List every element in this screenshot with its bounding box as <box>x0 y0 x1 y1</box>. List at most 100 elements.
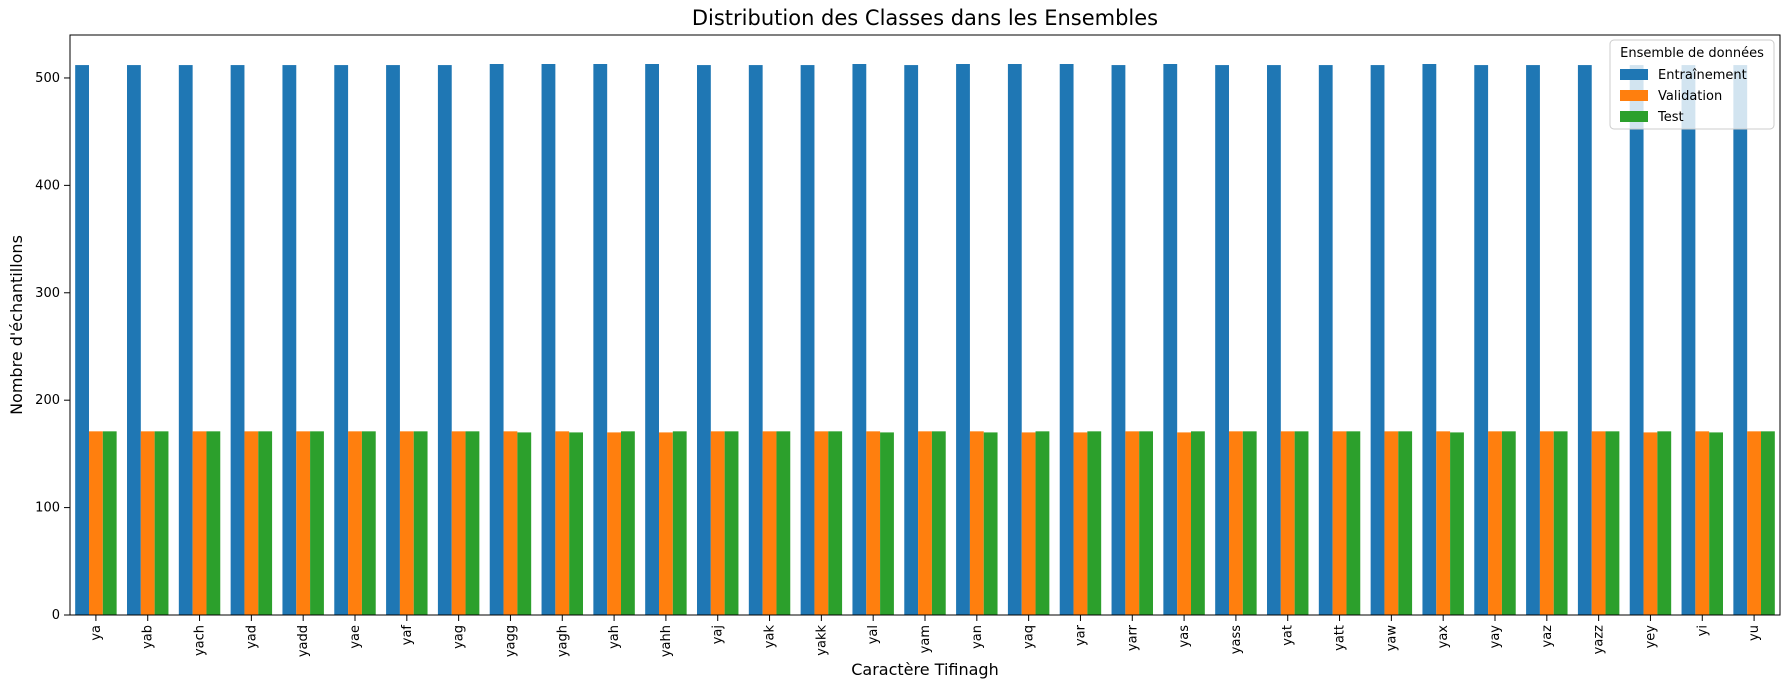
bar <box>1370 65 1385 615</box>
x-tick-label: yagh <box>555 625 570 657</box>
bar <box>1709 432 1723 615</box>
x-tick-label: yakk <box>814 625 829 656</box>
bar <box>776 431 791 615</box>
bar <box>1059 64 1074 615</box>
bar <box>451 431 466 615</box>
x-tick-label: yi <box>1695 625 1710 636</box>
x-tick-label: yab <box>141 625 156 649</box>
x-tick-label: yaf <box>400 625 415 646</box>
x-tick-label: yar <box>1073 624 1088 646</box>
bar <box>645 64 659 615</box>
x-tick-label: yadd <box>296 625 311 657</box>
bar <box>334 65 349 615</box>
x-tick-label: yak <box>763 625 778 649</box>
bar <box>852 64 867 615</box>
bar <box>1242 431 1257 615</box>
legend-entry-label: Entraînement <box>1658 68 1747 83</box>
bar <box>154 431 169 615</box>
x-tick-label: yad <box>244 625 259 649</box>
bar <box>386 65 400 615</box>
bar <box>192 431 207 615</box>
bar <box>1629 65 1644 615</box>
bar <box>1111 65 1126 615</box>
bar <box>1488 431 1502 615</box>
x-tick-label: yagg <box>503 625 518 657</box>
bar <box>296 431 311 615</box>
bars-layer <box>75 64 1775 615</box>
bar <box>1553 431 1568 615</box>
y-tick-label: 100 <box>35 501 60 516</box>
legend-entry-label: Validation <box>1658 89 1722 104</box>
x-tick-label: yal <box>866 625 881 644</box>
bar <box>517 432 532 615</box>
bar <box>569 432 583 615</box>
legend-swatch <box>1620 69 1648 80</box>
bar <box>1605 431 1620 615</box>
x-tick-label: yag <box>452 625 467 649</box>
bar <box>1501 431 1516 615</box>
x-axis: ya yab yach yad yadd yae yaf yag yagg yagh yah yahh… <box>89 615 1762 657</box>
bar <box>348 431 362 615</box>
bar <box>1280 431 1295 615</box>
x-tick-label: yaw <box>1384 625 1399 652</box>
y-axis-label: Nombre d'échantillons <box>7 235 26 415</box>
legend-box <box>1609 39 1775 130</box>
legend-swatch <box>1620 90 1648 101</box>
bar <box>413 431 428 615</box>
y-tick-label: 0 <box>52 608 60 623</box>
bar <box>1191 431 1205 615</box>
bar <box>1332 431 1347 615</box>
bar <box>1073 432 1088 615</box>
legend: Ensemble de données Entraînement Validati… <box>1609 39 1775 130</box>
bar <box>1474 65 1489 615</box>
legend-title: Ensemble de données <box>1620 46 1764 61</box>
x-tick-label: yay <box>1488 625 1503 649</box>
bar <box>1398 431 1413 615</box>
legend-entry-label: Test <box>1657 110 1684 125</box>
bar <box>904 65 919 615</box>
bar <box>1384 431 1399 615</box>
x-tick-label: yaq <box>1022 625 1037 649</box>
x-tick-label: yey <box>1643 625 1658 649</box>
bar <box>244 431 259 615</box>
bar <box>465 431 480 615</box>
bar <box>1539 431 1554 615</box>
bar <box>75 65 89 615</box>
x-tick-label: yah <box>607 625 622 649</box>
x-tick-label: yach <box>193 625 208 656</box>
y-tick-label: 300 <box>35 286 60 301</box>
x-tick-label: yass <box>1229 625 1244 654</box>
bar <box>828 431 843 615</box>
x-tick-label: yae <box>348 625 363 649</box>
bar <box>621 431 635 615</box>
x-tick-label: yan <box>970 625 985 649</box>
bar <box>1087 431 1102 615</box>
bar <box>1695 431 1710 615</box>
x-tick-label: yam <box>918 625 933 653</box>
bar <box>503 431 518 615</box>
x-tick-label: yaj <box>711 625 726 644</box>
bar <box>178 65 193 615</box>
bar <box>800 65 815 615</box>
bar <box>1007 64 1022 615</box>
x-tick-label: yu <box>1747 625 1762 641</box>
bar <box>1733 65 1748 615</box>
bar <box>282 65 297 615</box>
bar <box>1021 432 1036 615</box>
x-axis-label: Caractère Tifinagh <box>851 660 998 679</box>
bar <box>489 64 504 615</box>
legend-swatch <box>1620 111 1648 122</box>
bar <box>1436 431 1451 615</box>
bar <box>1450 432 1464 615</box>
chart-title: Distribution des Classes dans les Ensemb… <box>692 6 1158 30</box>
bar <box>866 431 881 615</box>
bar <box>969 431 984 615</box>
bar <box>1318 65 1333 615</box>
bar <box>956 64 970 615</box>
y-tick-label: 500 <box>35 71 60 86</box>
bar <box>1125 431 1140 615</box>
bar <box>437 65 452 615</box>
bar <box>1577 65 1592 615</box>
